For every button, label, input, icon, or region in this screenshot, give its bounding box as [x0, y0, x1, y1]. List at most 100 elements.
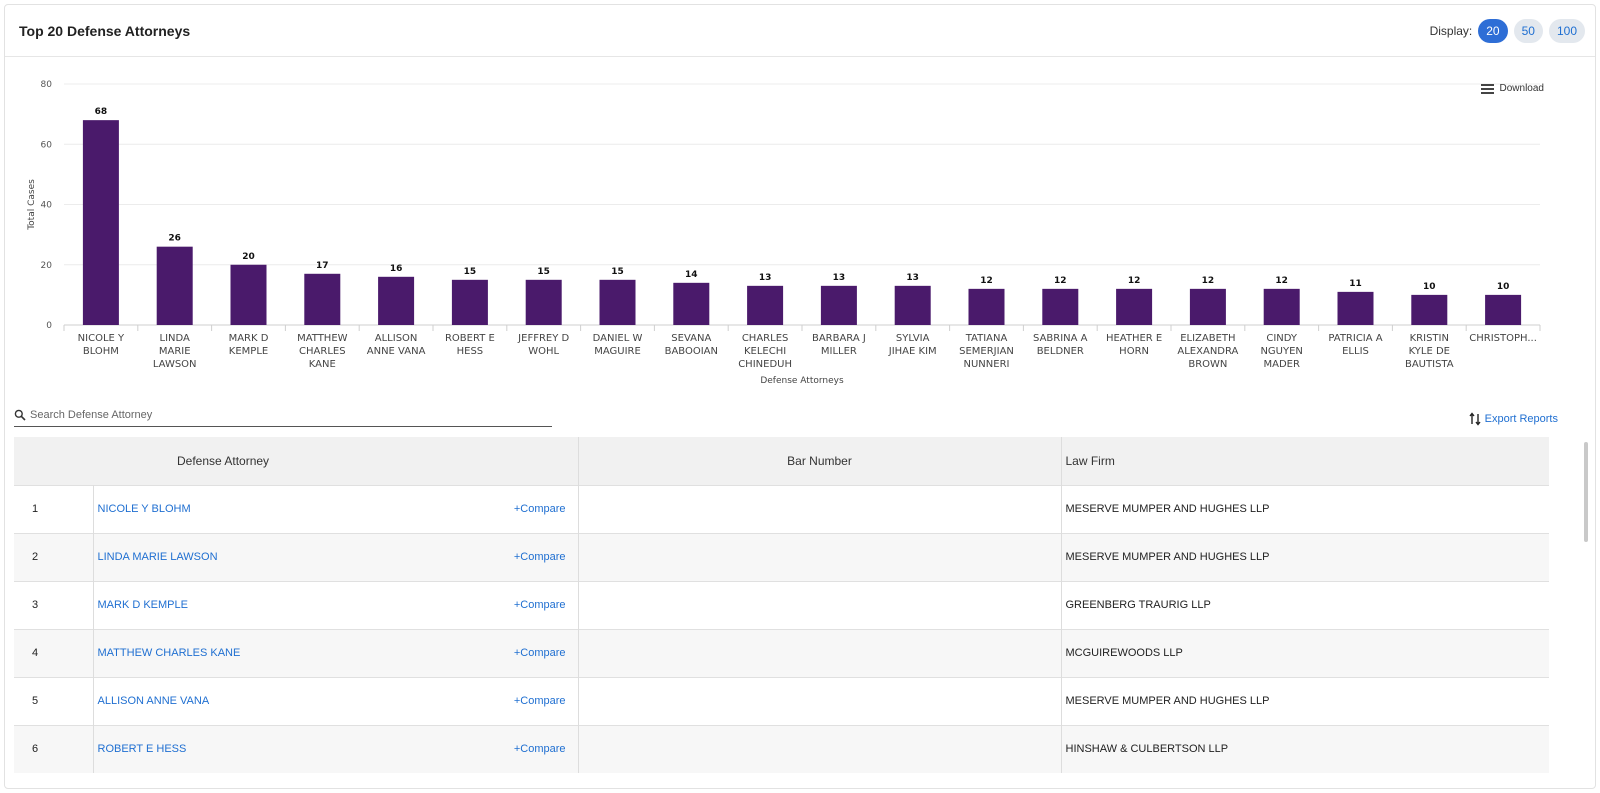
- bar[interactable]: [82, 120, 119, 326]
- bar[interactable]: [451, 279, 488, 325]
- x-tick-label-line: LAWSON: [153, 359, 197, 370]
- bar[interactable]: [378, 276, 415, 325]
- data-label: 26: [168, 234, 181, 244]
- bar[interactable]: [304, 273, 341, 325]
- x-tick-label: CHRISTOPH...: [1469, 333, 1537, 344]
- bar[interactable]: [1411, 294, 1448, 325]
- data-label: 15: [537, 267, 550, 277]
- display-label: Display:: [1429, 24, 1473, 38]
- bar[interactable]: [1042, 288, 1079, 325]
- compare-button[interactable]: +Compare: [513, 647, 566, 659]
- x-tick-label-line: ALLISON: [375, 333, 418, 344]
- search-input[interactable]: [30, 408, 530, 421]
- column-bar-number[interactable]: Bar Number: [578, 437, 1062, 485]
- bar[interactable]: [599, 279, 636, 325]
- bar[interactable]: [820, 285, 857, 325]
- display-20-button[interactable]: 20: [1478, 19, 1508, 43]
- table-row: 3 MARK D KEMPLE +Compare GREENBERG TRAURIG …: [14, 580, 1549, 629]
- bar[interactable]: [673, 282, 710, 325]
- search-icon: [14, 409, 26, 421]
- x-tick-label-line: SYLVIA: [896, 333, 930, 344]
- download-button[interactable]: Download: [1480, 83, 1544, 94]
- x-tick-label-line: CHARLES: [742, 333, 789, 344]
- x-tick-label-line: BLOHM: [83, 346, 119, 357]
- y-tick-label: 40: [41, 201, 53, 211]
- bar[interactable]: [156, 246, 193, 325]
- compare-button[interactable]: +Compare: [513, 599, 566, 611]
- attorney-link[interactable]: ALLISON ANNE VANA: [97, 695, 210, 707]
- x-tick-label-line: MATTHEW: [297, 333, 348, 344]
- attorney-link[interactable]: LINDA MARIE LAWSON: [97, 551, 218, 563]
- table-row: 5 ALLISON ANNE VANA +Compare MESERVE MUMPER…: [14, 676, 1549, 725]
- bar[interactable]: [1337, 291, 1374, 325]
- display-50-button[interactable]: 50: [1513, 19, 1543, 43]
- y-tick-label: 80: [41, 80, 53, 90]
- row-index: 2: [14, 532, 94, 581]
- x-tick-label-line: KRISTIN: [1410, 333, 1449, 344]
- x-tick-label: HEATHER E HORN: [1106, 333, 1162, 357]
- bar[interactable]: [1263, 288, 1300, 325]
- x-tick-label-line: MILLER: [821, 346, 857, 357]
- display-selector: Display: 20 50 100: [1430, 19, 1585, 43]
- x-tick-label-line: TATIANA: [965, 333, 1008, 344]
- bar[interactable]: [968, 288, 1005, 325]
- card-header: Top 20 Defense Attorneys Display: 20 50 …: [5, 5, 1595, 57]
- x-tick-label: CHARLES KELECHI CHINEDUH: [738, 333, 792, 370]
- x-tick-label-line: HEATHER E: [1106, 333, 1162, 344]
- display-100-button[interactable]: 100: [1548, 19, 1585, 43]
- bar[interactable]: [747, 285, 784, 325]
- law-firm-cell: GREENBERG TRAURIG LLP: [1061, 580, 1549, 629]
- attorney-cell: MATTHEW CHARLES KANE +Compare: [93, 628, 579, 677]
- bar-number-cell: [578, 484, 1062, 533]
- x-tick-label-line: CINDY: [1266, 333, 1298, 344]
- x-tick-label-line: BABOOIAN: [665, 346, 718, 357]
- data-label: 68: [95, 107, 108, 117]
- attorneys-bar-chart: 0 20 40 60 80 Total Cases Defense Attorneys 68 N…: [27, 80, 1541, 386]
- x-tick-label-line: ROBERT E: [445, 333, 495, 344]
- compare-button[interactable]: +Compare: [513, 503, 566, 515]
- x-tick-label-line: BROWN: [1188, 359, 1227, 370]
- x-tick-label-line: BAUTISTA: [1405, 359, 1454, 370]
- bar[interactable]: [894, 285, 931, 325]
- y-tick-label: 0: [46, 321, 52, 331]
- bar-number-cell: [578, 724, 1062, 773]
- attorney-cell: ALLISON ANNE VANA +Compare: [93, 676, 579, 725]
- x-tick-label: CINDY NGUYEN MADER: [1260, 333, 1302, 370]
- attorney-link[interactable]: MATTHEW CHARLES KANE: [97, 647, 241, 659]
- x-tick-label: SABRINA A BELDNER: [1033, 333, 1088, 357]
- x-tick-label: ROBERT E HESS: [445, 333, 495, 357]
- table-scrollbar[interactable]: [1584, 442, 1588, 542]
- row-index: 4: [14, 628, 94, 677]
- x-tick-label: DANIEL W MAGUIRE: [593, 333, 643, 357]
- compare-button[interactable]: +Compare: [513, 551, 566, 563]
- x-tick-label-line: ELIZABETH: [1180, 333, 1235, 344]
- menu-icon: [1480, 83, 1494, 94]
- bar[interactable]: [1485, 294, 1522, 325]
- bar[interactable]: [1189, 288, 1226, 325]
- compare-button[interactable]: +Compare: [513, 743, 566, 756]
- x-tick-label-line: CHRISTOPH...: [1469, 333, 1537, 344]
- attorney-link[interactable]: NICOLE Y BLOHM: [97, 503, 191, 515]
- bar-number-cell: [578, 580, 1062, 629]
- law-firm-cell: HINSHAW & CULBERTSON LLP: [1061, 724, 1549, 773]
- bar[interactable]: [230, 264, 267, 325]
- y-axis-label: Total Cases: [27, 179, 37, 231]
- table-row: 4 MATTHEW CHARLES KANE +Compare MCGUIREWOOD…: [14, 628, 1549, 677]
- export-reports-button[interactable]: Export Reports: [1469, 412, 1558, 426]
- column-defense-attorney[interactable]: Defense Attorney: [93, 437, 579, 485]
- table-header-row: Defense Attorney Bar Number Law Firm: [14, 437, 1549, 485]
- x-tick-label: NICOLE Y BLOHM: [78, 333, 125, 357]
- attorney-link[interactable]: MARK D KEMPLE: [97, 599, 188, 611]
- data-label: 16: [390, 264, 403, 274]
- x-tick-label-line: CHINEDUH: [738, 359, 792, 370]
- bar[interactable]: [1116, 288, 1153, 325]
- bar[interactable]: [525, 279, 562, 325]
- law-firm-cell: MCGUIREWOODS LLP: [1061, 628, 1549, 677]
- x-tick-label-line: ALEXANDRA: [1177, 346, 1238, 357]
- data-label: 13: [906, 273, 919, 283]
- attorney-link[interactable]: ROBERT E HESS: [97, 743, 187, 756]
- x-tick-label-line: MARIE: [159, 346, 191, 357]
- x-tick-label-line: MADER: [1263, 359, 1299, 370]
- column-law-firm[interactable]: Law Firm: [1061, 437, 1549, 485]
- compare-button[interactable]: +Compare: [513, 695, 566, 707]
